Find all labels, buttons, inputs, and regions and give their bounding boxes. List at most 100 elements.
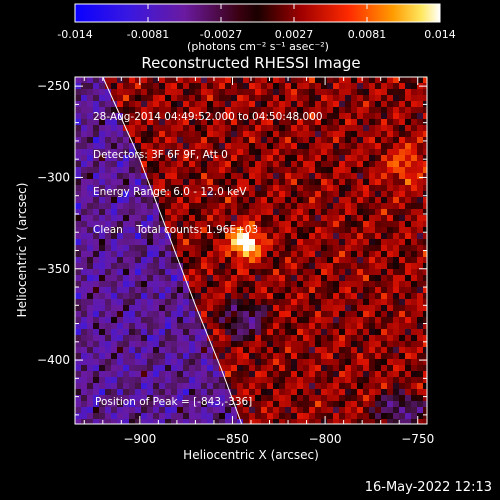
heatmap-cell	[255, 125, 262, 132]
heatmap-cell	[93, 287, 100, 294]
heatmap-cell	[369, 101, 376, 108]
heatmap-cell	[237, 179, 244, 186]
heatmap-cell	[93, 275, 100, 282]
heatmap-cell	[111, 179, 118, 186]
heatmap-cell	[177, 197, 184, 204]
heatmap-cell	[381, 281, 388, 288]
heatmap-cell	[393, 149, 400, 156]
heatmap-cell	[363, 185, 370, 192]
heatmap-cell	[381, 341, 388, 348]
heatmap-cell	[423, 179, 427, 186]
heatmap-cell	[183, 269, 190, 276]
heatmap-cell	[327, 329, 334, 336]
heatmap-cell	[129, 233, 136, 240]
heatmap-cell	[165, 335, 172, 342]
heatmap-cell	[357, 413, 364, 420]
heatmap-cell	[357, 293, 364, 300]
heatmap-cell	[249, 191, 256, 198]
heatmap-cell	[315, 257, 322, 264]
heatmap-cell	[75, 125, 82, 132]
heatmap-cell	[159, 329, 166, 336]
heatmap-cell	[147, 257, 154, 264]
heatmap-cell	[303, 305, 310, 312]
heatmap-cell	[315, 221, 322, 228]
heatmap-cell	[195, 269, 202, 276]
heatmap-cell	[333, 407, 340, 414]
heatmap-cell	[87, 161, 94, 168]
heatmap-cell	[267, 113, 274, 120]
heatmap-cell	[219, 203, 226, 210]
heatmap-cell	[165, 257, 172, 264]
heatmap-cell	[231, 359, 238, 366]
heatmap-cell	[129, 365, 136, 372]
heatmap-cell	[243, 275, 250, 282]
colorbar-tick-label: -0.014	[57, 28, 92, 41]
heatmap-cell	[99, 77, 106, 84]
heatmap-cell	[405, 281, 412, 288]
heatmap-cell	[219, 341, 226, 348]
heatmap-cell	[273, 125, 280, 132]
heatmap-cell	[225, 173, 232, 180]
heatmap-cell	[327, 173, 334, 180]
heatmap-cell	[153, 215, 160, 222]
heatmap-cell	[381, 119, 388, 126]
heatmap-cell	[255, 299, 262, 306]
heatmap-cell	[327, 215, 334, 222]
heatmap-cell	[219, 263, 226, 270]
heatmap-cell	[375, 143, 382, 150]
heatmap-cell	[393, 95, 400, 102]
heatmap-cell	[165, 353, 172, 360]
heatmap-cell	[93, 263, 100, 270]
heatmap-cell	[225, 359, 232, 366]
heatmap-cell	[309, 323, 316, 330]
heatmap-cell	[399, 323, 406, 330]
heatmap-cell	[309, 311, 316, 318]
heatmap-cell	[375, 413, 382, 420]
heatmap-cell	[417, 371, 424, 378]
heatmap-cell	[255, 287, 262, 294]
heatmap-cell	[279, 311, 286, 318]
heatmap-cell	[417, 305, 424, 312]
heatmap-cell	[381, 83, 388, 90]
heatmap-cell	[387, 407, 394, 414]
heatmap-cell	[327, 269, 334, 276]
heatmap-cell	[249, 371, 256, 378]
heatmap-cell	[123, 359, 130, 366]
heatmap-cell	[255, 263, 262, 270]
heatmap-cell	[345, 419, 352, 424]
heatmap-cell	[417, 395, 424, 402]
heatmap-cell	[303, 95, 310, 102]
heatmap-cell	[147, 347, 154, 354]
heatmap-cell	[171, 353, 178, 360]
heatmap-cell	[171, 383, 178, 390]
heatmap-cell	[261, 311, 268, 318]
heatmap-cell	[393, 101, 400, 108]
heatmap-cell	[207, 347, 214, 354]
heatmap-cell	[381, 137, 388, 144]
heatmap-cell	[315, 371, 322, 378]
heatmap-cell	[159, 323, 166, 330]
heatmap-cell	[177, 113, 184, 120]
heatmap-cell	[369, 167, 376, 174]
heatmap-cell	[381, 317, 388, 324]
heatmap-cell	[183, 395, 190, 402]
heatmap-cell	[177, 215, 184, 222]
heatmap-cell	[369, 149, 376, 156]
heatmap-cell	[345, 149, 352, 156]
heatmap-cell	[75, 215, 82, 222]
heatmap-cell	[255, 359, 262, 366]
heatmap-cell	[87, 191, 94, 198]
heatmap-cell	[129, 353, 136, 360]
heatmap-cell	[375, 101, 382, 108]
heatmap-cell	[225, 329, 232, 336]
heatmap-cell	[159, 167, 166, 174]
heatmap-cell	[87, 413, 94, 420]
heatmap-cell	[387, 251, 394, 258]
heatmap-cell	[147, 89, 154, 96]
heatmap-cell	[213, 389, 220, 396]
heatmap-cell	[273, 365, 280, 372]
heatmap-cell	[417, 299, 424, 306]
heatmap-cell	[351, 347, 358, 354]
heatmap-cell	[309, 353, 316, 360]
heatmap-cell	[261, 113, 268, 120]
